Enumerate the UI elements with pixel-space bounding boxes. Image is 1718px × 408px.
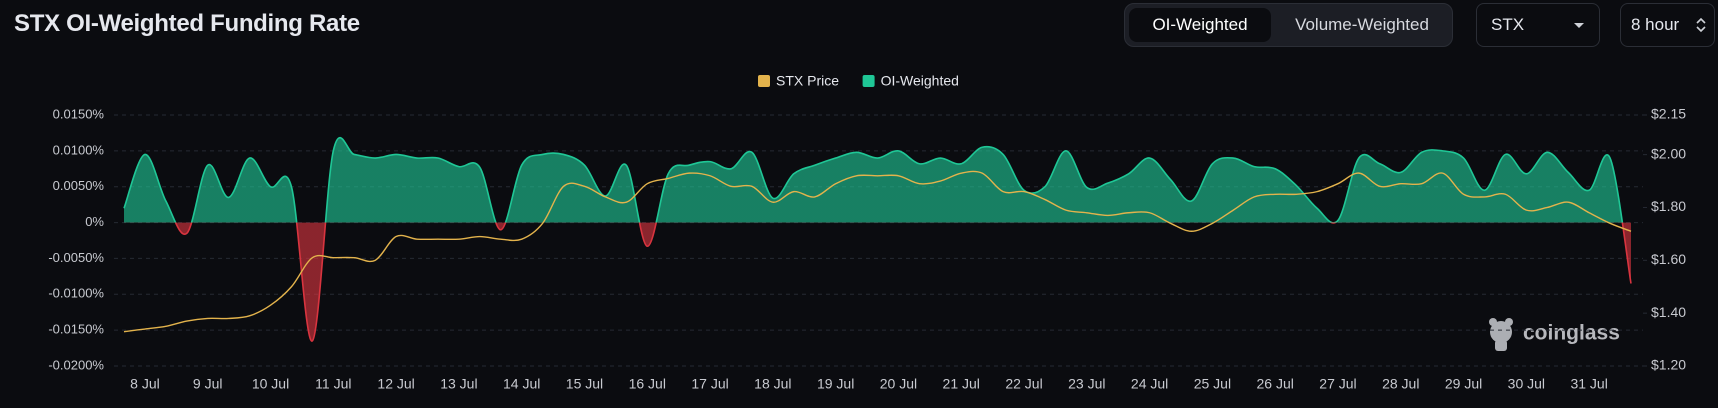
x-tick-label: 23 Jul [1068,376,1105,392]
dropdown-value: 8 hour [1631,15,1680,34]
watermark: coinglass [1489,318,1620,351]
x-tick-label: 16 Jul [629,376,666,392]
x-tick-label: 27 Jul [1319,376,1356,392]
funding-area [124,137,1631,342]
x-tick-label: 31 Jul [1570,376,1607,392]
page-title: STX OI-Weighted Funding Rate [14,10,360,37]
x-tick-label: 17 Jul [691,376,728,392]
watermark-text: coinglass [1523,322,1620,345]
funding-line [123,136,1632,342]
y-tick-label: -0.0150% [48,322,104,337]
y-tick-label: 0.0150% [53,106,105,121]
x-tick-label: 21 Jul [943,376,980,392]
y-tick-label: -0.0050% [48,250,104,265]
toggle-button[interactable]: OI-Weighted [1129,8,1271,42]
y-tick-label: -0.0200% [48,357,104,372]
x-tick-label: 28 Jul [1382,376,1419,392]
x-tick-label: 10 Jul [252,376,289,392]
y2-tick-label: $2.00 [1651,145,1686,161]
legend-label: OI-Weighted [881,73,959,89]
y-tick-label: 0.0100% [53,142,105,157]
dropdown-value: STX [1491,15,1525,34]
legend-swatch [862,75,875,87]
weighting-toggle: OI-Weighted Volume-Weighted [1124,3,1453,47]
caret-icon [1574,23,1584,28]
legend-swatch [758,75,770,87]
price-line [123,170,1632,333]
symbol-dropdown[interactable]: STX [1476,3,1600,47]
y2-tick-label: $2.15 [1651,106,1686,122]
x-tick-label: 12 Jul [377,376,414,392]
x-tick-label: 26 Jul [1257,376,1294,392]
y2-tick-label: $1.20 [1651,357,1686,373]
y-tick-label: 0.0050% [53,178,105,193]
interval-dropdown[interactable]: 8 hour [1620,3,1715,47]
y-tick-label: 0% [85,214,104,229]
x-tick-label: 11 Jul [315,376,351,392]
x-tick-label: 24 Jul [1131,376,1168,392]
sort-icon [1696,17,1706,33]
x-tick-label: 29 Jul [1445,376,1482,392]
x-tick-label: 18 Jul [754,376,791,392]
y2-tick-label: $1.80 [1651,198,1686,214]
y-tick-label: -0.0100% [48,286,104,301]
x-tick-label: 20 Jul [880,376,917,392]
x-tick-label: 8 Jul [130,376,160,392]
x-tick-label: 9 Jul [193,376,223,392]
toggle-button[interactable]: Volume-Weighted [1295,15,1429,34]
x-tick-label: 30 Jul [1508,376,1545,392]
legend-label: STX Price [776,73,839,89]
y2-tick-label: $1.40 [1651,304,1686,320]
x-tick-label: 13 Jul [440,376,477,392]
legend: STX Price OI-Weighted [758,73,959,89]
x-tick-label: 25 Jul [1194,376,1231,392]
x-tick-label: 15 Jul [566,376,603,392]
x-tick-label: 22 Jul [1005,376,1042,392]
y2-tick-label: $1.60 [1651,251,1686,267]
x-tick-label: 19 Jul [817,376,854,392]
x-tick-label: 14 Jul [503,376,540,392]
